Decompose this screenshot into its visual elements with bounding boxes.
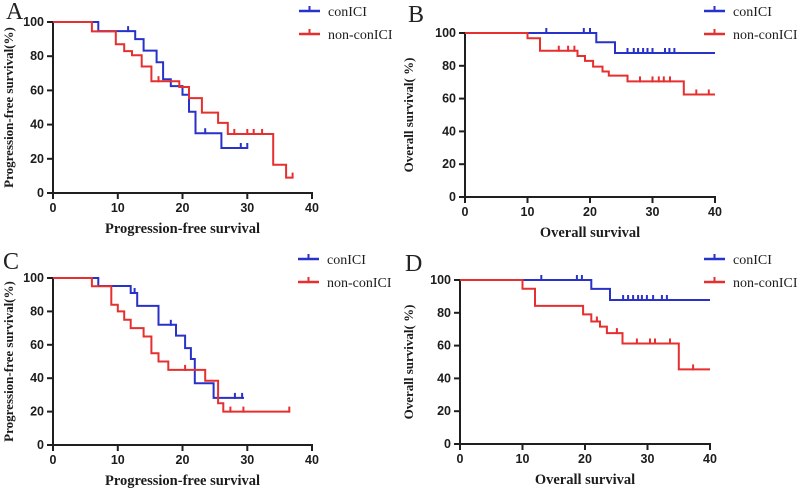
legend-label: non-conICI [328,28,393,43]
panel-letter: D [405,251,422,277]
y-tick-label: 100 [23,271,44,285]
x-tick-label: 10 [111,201,125,215]
series-non-conICI-curve [53,277,290,413]
y-tick-label: 0 [37,438,44,452]
series-conICI-curve [53,21,248,149]
x-tick-label: 10 [516,452,530,466]
y-tick-label: 0 [449,190,456,204]
y-axis-title: Progression-free survival(%) [1,27,16,188]
legend-item-conICI: conICI [704,253,772,268]
series-non-conICI-curve [460,279,710,371]
legend-label: non-conICI [327,276,392,291]
y-tick-label: 20 [442,157,456,171]
x-tick-label: 40 [305,201,319,215]
y-tick-label: 20 [30,152,44,166]
x-tick-label: 0 [462,205,469,219]
x-axis-title: Overall survival [535,472,635,488]
y-tick-label: 0 [444,437,451,451]
panel-letter: A [6,0,24,25]
x-tick-label: 20 [583,205,597,219]
x-axis-title: Overall survival [540,225,640,241]
legend-item-non-conICI: non-conICI [298,276,392,291]
y-axis-title: Overall survival( %) [401,305,416,420]
panel-A-chart: A 0 20 40 60 80 100 0 10 20 30 40 Progression-free s… [1,0,393,237]
y-tick-label: 100 [430,273,451,287]
x-tick-label: 20 [176,453,190,467]
series-conICI-curve [460,279,710,301]
legend-label: conICI [733,5,772,20]
x-tick-label: 40 [305,453,319,467]
panel-C: C 0 20 40 60 80 100 0 10 20 30 40 Progression-free s… [0,248,400,497]
y-tick-label: 80 [30,49,44,63]
x-tick-label: 0 [50,453,57,467]
y-tick-label: 80 [442,59,456,73]
y-tick-label: 0 [37,186,44,200]
y-tick-label: 60 [442,92,456,106]
series-conICI-curve [53,277,244,399]
panel-B-chart: B 0 20 40 60 80 100 0 10 20 30 40 Overall survival Ov… [401,2,798,241]
x-tick-label: 30 [641,452,655,466]
x-tick-label: 20 [176,201,190,215]
y-tick-label: 20 [437,404,451,418]
legend-label: conICI [733,253,772,268]
x-tick-label: 0 [50,201,57,215]
y-tick-label: 60 [437,339,451,353]
panel-C-chart: C 0 20 40 60 80 100 0 10 20 30 40 Progression-free s… [1,249,392,489]
legend-item-conICI: conICI [298,253,366,268]
series-conICI-curve [465,32,715,54]
y-tick-label: 60 [30,83,44,97]
x-tick-label: 30 [240,453,254,467]
legend-item-non-conICI: non-conICI [704,276,798,291]
legend-item-non-conICI: non-conICI [299,28,393,43]
legend-label: non-conICI [733,276,798,291]
y-tick-label: 40 [442,124,456,138]
y-tick-label: 60 [30,338,44,352]
y-tick-label: 80 [437,306,451,320]
series-non-conICI-curve [465,32,715,96]
x-tick-label: 10 [111,453,125,467]
x-tick-label: 40 [708,205,722,219]
legend-item-non-conICI: non-conICI [704,28,798,43]
panel-D-chart: D 0 20 40 60 80 100 0 10 20 30 40 Overall survival Ov… [401,251,798,488]
panel-letter: C [3,249,19,275]
x-axis-title: Progression-free survival [105,473,260,489]
legend-item-conICI: conICI [299,5,367,20]
legend-label: conICI [328,5,367,20]
y-tick-label: 20 [30,405,44,419]
x-tick-label: 0 [457,452,464,466]
x-tick-label: 30 [646,205,660,219]
x-tick-label: 20 [578,452,592,466]
y-tick-label: 100 [23,15,44,29]
y-tick-label: 100 [435,26,456,40]
x-tick-label: 40 [703,452,717,466]
panel-A: A 0 20 40 60 80 100 0 10 20 30 40 Progression-free s… [0,0,400,249]
y-axis-title: Overall survival( %) [401,58,416,173]
legend-label: conICI [327,253,366,268]
y-tick-label: 80 [30,304,44,318]
series-non-conICI-curve [53,21,293,179]
y-tick-label: 40 [30,118,44,132]
x-axis-title: Progression-free survival [105,221,260,237]
y-tick-label: 40 [437,371,451,385]
legend-label: non-conICI [733,28,798,43]
y-axis-title: Progression-free survival(%) [1,281,16,442]
x-tick-label: 30 [240,201,254,215]
legend-item-conICI: conICI [704,5,772,20]
panel-B: B 0 20 40 60 80 100 0 10 20 30 40 Overall survival Ov… [400,0,800,249]
panel-letter: B [408,2,424,28]
x-tick-label: 10 [521,205,535,219]
panel-D: D 0 20 40 60 80 100 0 10 20 30 40 Overall survival Ov… [400,248,800,497]
y-tick-label: 40 [30,371,44,385]
